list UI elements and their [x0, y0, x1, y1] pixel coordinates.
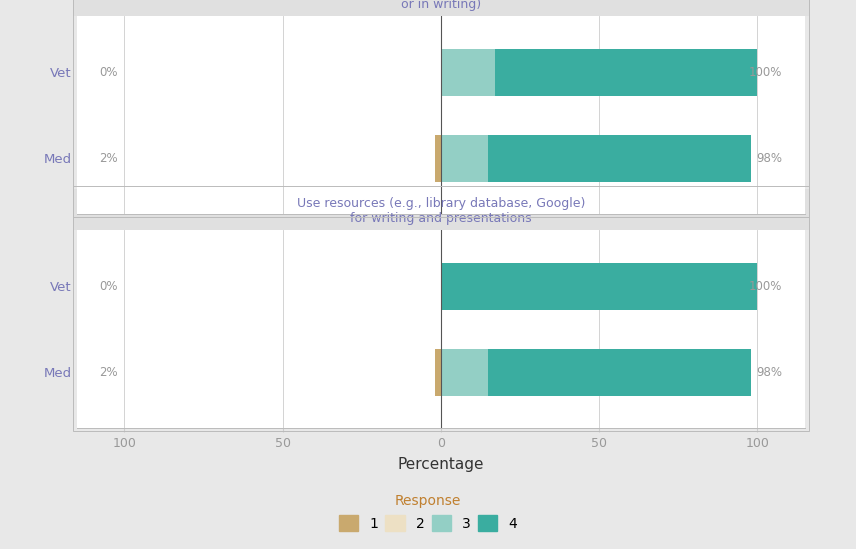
- Bar: [488, 349, 751, 396]
- Text: 0%: 0%: [99, 66, 117, 79]
- Text: 100%: 100%: [749, 66, 782, 79]
- Bar: [441, 349, 488, 396]
- Text: 2%: 2%: [99, 152, 118, 165]
- Text: 0%: 0%: [99, 279, 117, 293]
- X-axis label: Percentage: Percentage: [397, 457, 484, 472]
- Title: Credit source (e.g., with APA; in a presentation
or in writing): Credit source (e.g., with APA; in a pres…: [294, 0, 587, 11]
- Legend: 1, 2, 3, 4: 1, 2, 3, 4: [333, 489, 523, 536]
- Title: Use resources (e.g., library database, Google)
for writing and presentations: Use resources (e.g., library database, G…: [297, 197, 585, 225]
- Bar: [441, 49, 495, 96]
- Text: 100%: 100%: [749, 279, 782, 293]
- Text: 2%: 2%: [99, 366, 118, 379]
- Bar: [435, 135, 441, 182]
- Bar: [435, 349, 441, 396]
- Bar: [441, 262, 758, 310]
- Bar: [495, 49, 758, 96]
- Bar: [488, 135, 751, 182]
- Bar: [441, 135, 488, 182]
- Text: 98%: 98%: [757, 152, 782, 165]
- Text: 98%: 98%: [757, 366, 782, 379]
